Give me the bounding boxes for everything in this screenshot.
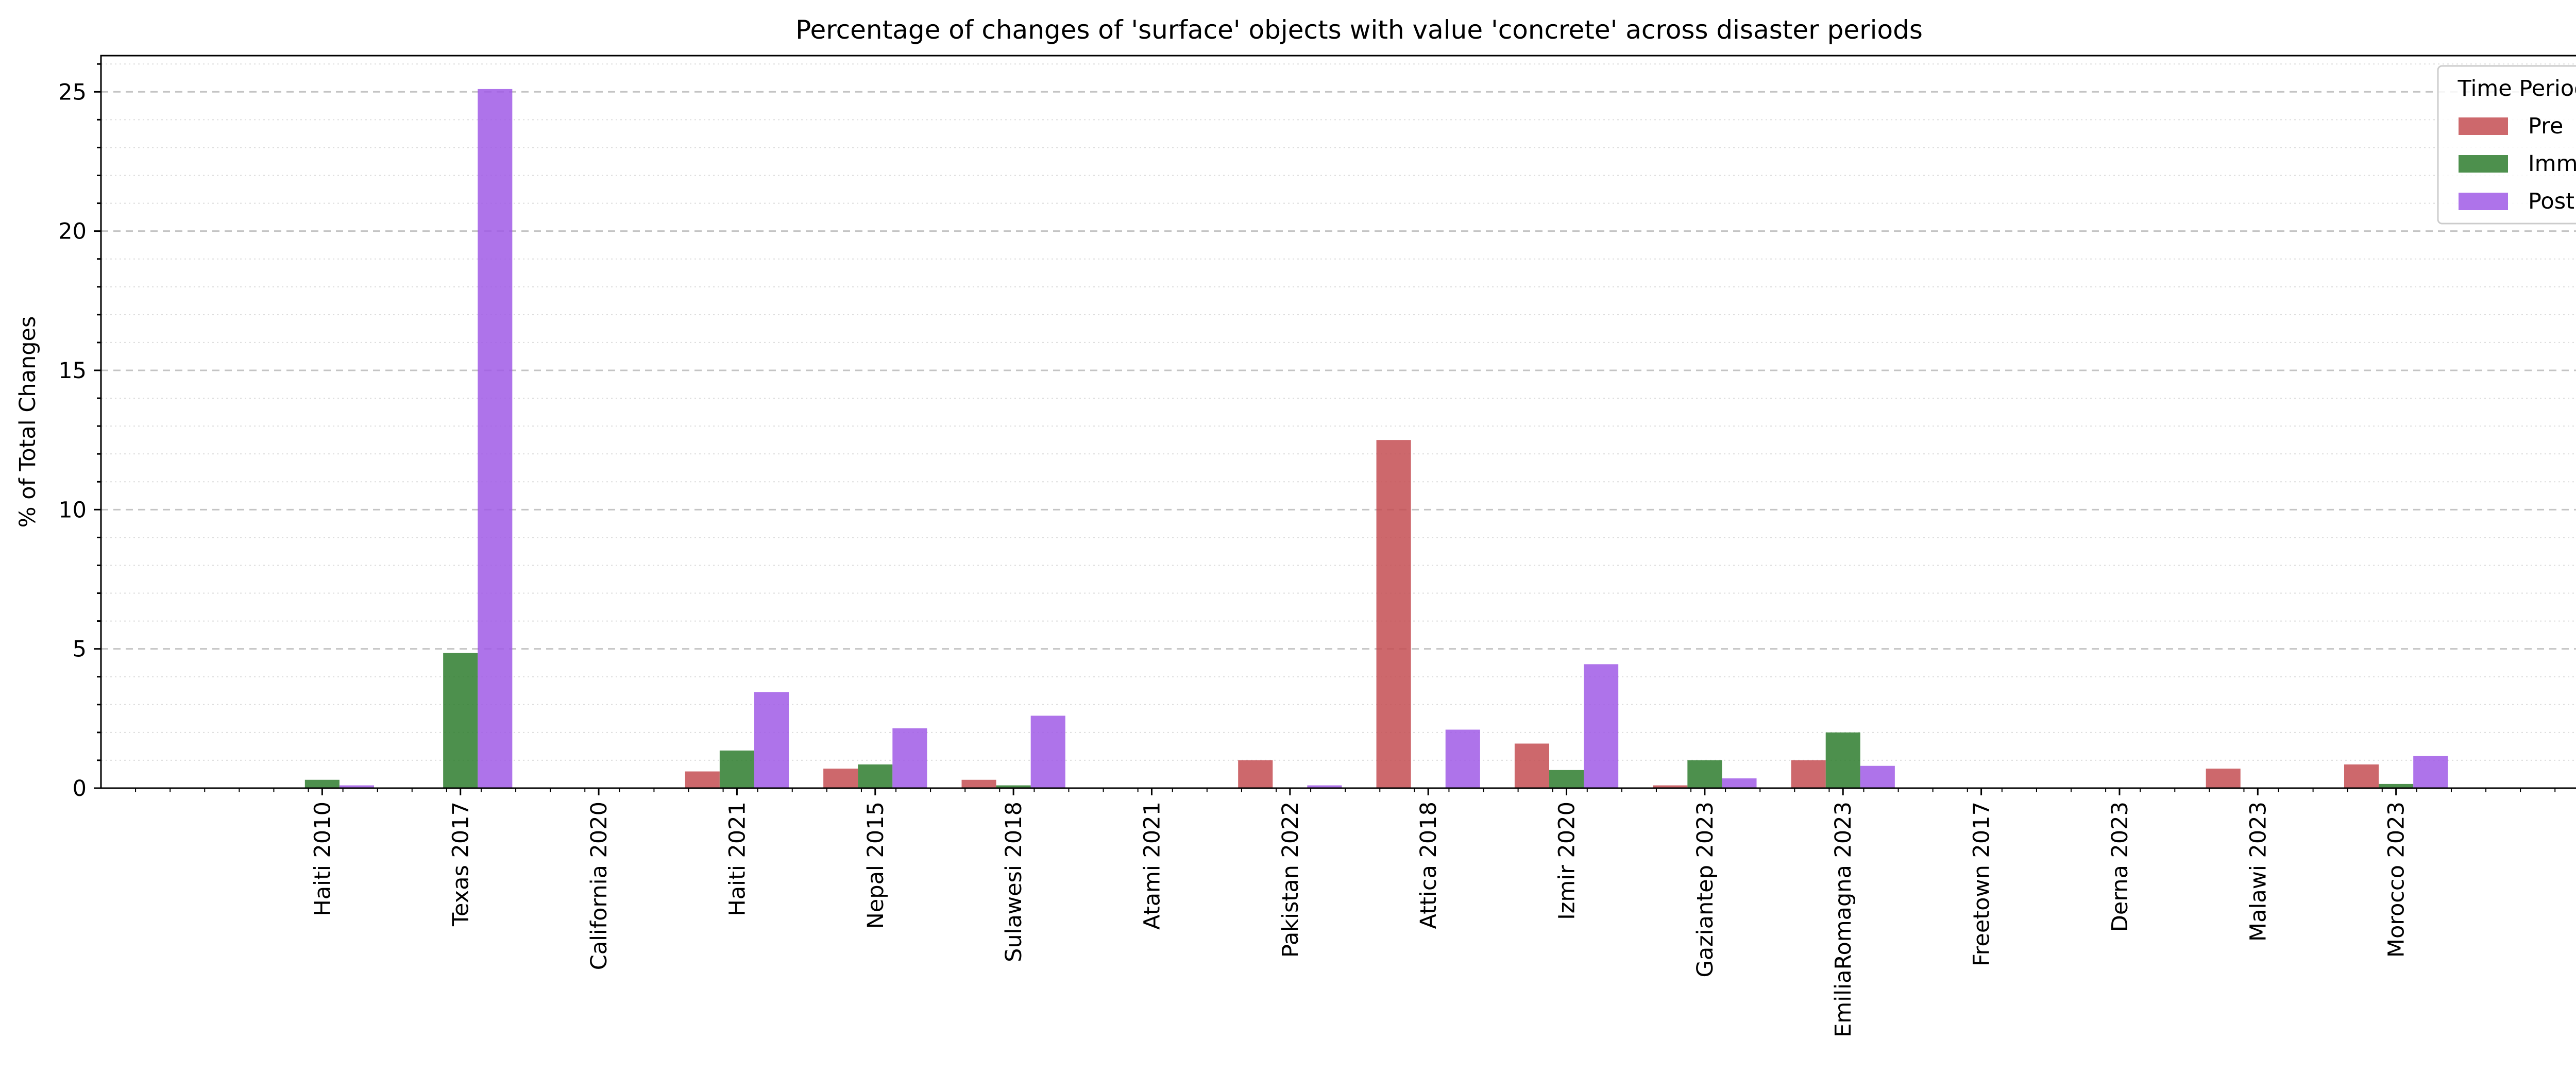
y-tick-label: 5 bbox=[73, 637, 87, 662]
bars bbox=[304, 89, 2448, 789]
legend-box bbox=[2437, 65, 2576, 225]
x-tick-label: Haiti 2010 bbox=[310, 802, 335, 916]
x-tick-label: California 2020 bbox=[586, 802, 612, 970]
x-tick-label: Nepal 2015 bbox=[863, 802, 889, 929]
y-tick-label: 10 bbox=[58, 497, 87, 523]
x-tick-label: Malawi 2023 bbox=[2245, 802, 2271, 942]
legend: Time Period Pre Imm Post bbox=[2437, 65, 2576, 225]
x-tick-label: Haiti 2021 bbox=[724, 802, 750, 916]
x-tick-label: Atami 2021 bbox=[1139, 802, 1165, 930]
bar-post-morocco-2023 bbox=[2413, 756, 2448, 788]
bar-post-pakistan-2022 bbox=[1307, 785, 1342, 788]
x-tick-label: Freetown 2017 bbox=[1969, 802, 1995, 966]
legend-label-post: Post bbox=[2528, 189, 2574, 214]
x-tick-label: Morocco 2023 bbox=[2384, 802, 2410, 958]
plot-frame bbox=[100, 55, 2576, 789]
bar-pre-morocco-2023 bbox=[2344, 764, 2379, 788]
bar-post-haiti-2021 bbox=[754, 692, 789, 788]
legend-title: Time Period bbox=[2458, 76, 2576, 101]
x-tick-label: Gaziantep 2023 bbox=[1692, 802, 1718, 978]
bar-imm-nepal-2015 bbox=[858, 764, 893, 788]
chart-title: Percentage of changes of 'surface' objec… bbox=[795, 15, 1923, 45]
y-tick-label: 25 bbox=[58, 79, 87, 105]
bar-imm-haiti-2010 bbox=[304, 779, 340, 788]
bar-post-sulawesi-2018 bbox=[1030, 716, 1065, 788]
legend-label-pre: Pre bbox=[2528, 113, 2563, 139]
bar-imm-izmir-2020 bbox=[1549, 770, 1584, 788]
bar-imm-morocco-2023 bbox=[2379, 784, 2414, 788]
x-tick-label: Sulawesi 2018 bbox=[1001, 802, 1027, 962]
bar-pre-izmir-2020 bbox=[1514, 743, 1549, 788]
x-tick-label: EmiliaRomagna 2023 bbox=[1831, 802, 1856, 1037]
bar-imm-texas-2017 bbox=[443, 653, 478, 788]
bar-post-gaziantep-2023 bbox=[1722, 778, 1757, 788]
bar-imm-emiliaromagna-2023 bbox=[1825, 732, 1860, 788]
bar-pre-pakistan-2022 bbox=[1238, 760, 1273, 788]
bar-pre-malawi-2023 bbox=[2206, 769, 2241, 788]
x-tick-label: Attica 2018 bbox=[1416, 802, 1442, 929]
bar-pre-attica-2018 bbox=[1376, 440, 1411, 788]
bar-imm-sulawesi-2018 bbox=[996, 785, 1031, 788]
bar-post-attica-2018 bbox=[1445, 729, 1480, 788]
y-axis-label: % of Total Changes bbox=[15, 316, 41, 528]
bar-post-izmir-2020 bbox=[1584, 664, 1619, 788]
bar-imm-gaziantep-2023 bbox=[1687, 760, 1722, 788]
x-tick-label: Derna 2023 bbox=[2107, 802, 2133, 932]
legend-swatch-post bbox=[2459, 193, 2508, 210]
bar-imm-haiti-2021 bbox=[719, 751, 754, 788]
bar-pre-gaziantep-2023 bbox=[1653, 785, 1688, 788]
y-tick-label: 20 bbox=[58, 219, 87, 245]
legend-label-imm: Imm bbox=[2528, 151, 2576, 177]
bar-pre-nepal-2015 bbox=[823, 769, 858, 788]
bar-pre-emiliaromagna-2023 bbox=[1791, 760, 1826, 788]
x-tick-label: Texas 2017 bbox=[448, 802, 474, 927]
bar-pre-sulawesi-2018 bbox=[961, 779, 996, 788]
legend-swatch-pre bbox=[2459, 117, 2508, 135]
bar-post-texas-2017 bbox=[478, 89, 513, 789]
bar-post-nepal-2015 bbox=[892, 728, 927, 788]
grid-lines bbox=[101, 63, 2576, 761]
y-tick-label: 15 bbox=[58, 358, 87, 384]
y-tick-label: 0 bbox=[73, 776, 87, 802]
bar-post-haiti-2010 bbox=[339, 785, 374, 788]
legend-swatch-imm bbox=[2459, 155, 2508, 173]
bar-pre-haiti-2021 bbox=[685, 771, 720, 788]
bar-post-emiliaromagna-2023 bbox=[1860, 765, 1895, 788]
y-axis-ticks: 0 5 10 15 20 25 bbox=[58, 63, 101, 802]
x-tick-label: Pakistan 2022 bbox=[1278, 802, 1303, 958]
x-tick-label: Izmir 2020 bbox=[1554, 802, 1580, 920]
x-axis-ticks: Haiti 2010 Texas 2017 California 2020 Haiti… bbox=[135, 788, 2556, 1037]
